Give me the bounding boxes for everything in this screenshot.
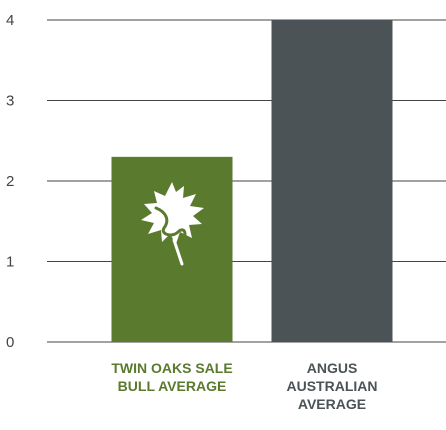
y-tick-label: 1	[6, 254, 14, 271]
bar	[271, 20, 393, 342]
bars	[111, 20, 393, 342]
x-axis-labels: TWIN OAKS SALE BULL AVERAGE ANGUS AUSTRALIA…	[111, 360, 377, 412]
y-tick-label: 0	[6, 334, 14, 351]
x-tick-label: AVERAGE	[298, 396, 366, 412]
y-tick-label: 3	[6, 93, 14, 110]
x-tick-label: TWIN OAKS SALE	[111, 360, 232, 376]
y-axis-ticks: 0 1 2 3 4	[6, 12, 14, 351]
y-tick-label: 2	[6, 173, 14, 190]
oak-leaf-icon	[141, 182, 204, 266]
y-tick-label: 4	[6, 12, 14, 29]
x-tick-label: AUSTRALIAN	[287, 378, 378, 394]
x-tick-label: ANGUS	[307, 360, 358, 376]
x-tick-label: BULL AVERAGE	[118, 378, 227, 394]
